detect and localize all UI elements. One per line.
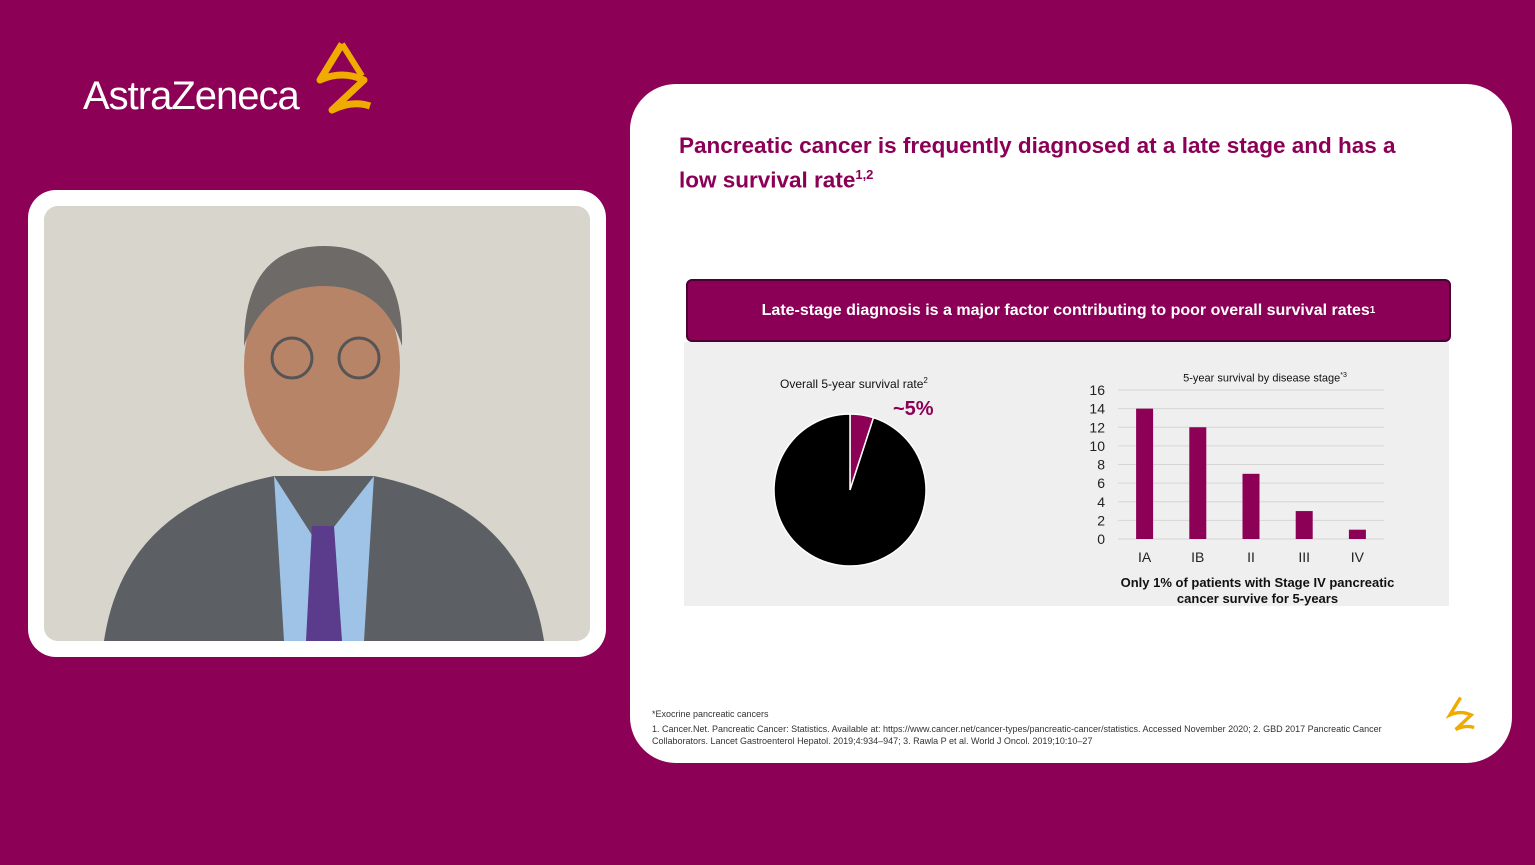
x-tick-label: IV bbox=[1351, 549, 1365, 565]
x-tick-label: III bbox=[1298, 549, 1310, 565]
footnote: *Exocrine pancreatic cancers bbox=[652, 709, 769, 719]
y-tick-label: 8 bbox=[1097, 457, 1105, 473]
bar bbox=[1295, 511, 1313, 539]
pie-title: Overall 5-year survival rate2 bbox=[780, 376, 928, 391]
bar-chart-title: 5-year survival by disease stage*3 bbox=[1183, 372, 1347, 385]
pie-slice bbox=[773, 413, 927, 567]
presenter-video[interactable] bbox=[44, 206, 590, 641]
y-tick-label: 14 bbox=[1089, 401, 1105, 417]
x-tick-label: IA bbox=[1138, 549, 1152, 565]
key-message-banner: Late-stage diagnosis is a major factor c… bbox=[686, 279, 1451, 342]
astrazeneca-logo-text: AstraZeneca bbox=[83, 74, 300, 118]
y-tick-label: 16 bbox=[1089, 382, 1105, 398]
presenter-image bbox=[44, 206, 590, 641]
y-tick-label: 4 bbox=[1097, 494, 1105, 510]
pie-label: ~5% bbox=[893, 398, 934, 420]
bar bbox=[1136, 408, 1154, 539]
references: 1. Cancer.Net. Pancreatic Cancer: Statis… bbox=[652, 724, 1382, 746]
pie-chart bbox=[773, 413, 927, 567]
bar-chart-caption: Only 1% of patients with Stage IV pancre… bbox=[1120, 575, 1395, 606]
y-tick-label: 12 bbox=[1089, 419, 1105, 435]
bar bbox=[1189, 427, 1207, 539]
bar bbox=[1348, 529, 1366, 539]
astrazeneca-logo-icon bbox=[316, 42, 372, 114]
x-tick-label: II bbox=[1247, 549, 1255, 565]
x-tick-label: IB bbox=[1191, 549, 1204, 565]
y-tick-label: 0 bbox=[1097, 531, 1105, 547]
astrazeneca-small-logo-icon bbox=[1446, 696, 1475, 732]
y-tick-label: 10 bbox=[1089, 438, 1105, 454]
y-tick-label: 2 bbox=[1097, 512, 1105, 528]
slide-title: Pancreatic cancer is frequently diagnose… bbox=[679, 133, 1396, 193]
bar bbox=[1242, 473, 1260, 539]
y-tick-label: 6 bbox=[1097, 475, 1105, 491]
